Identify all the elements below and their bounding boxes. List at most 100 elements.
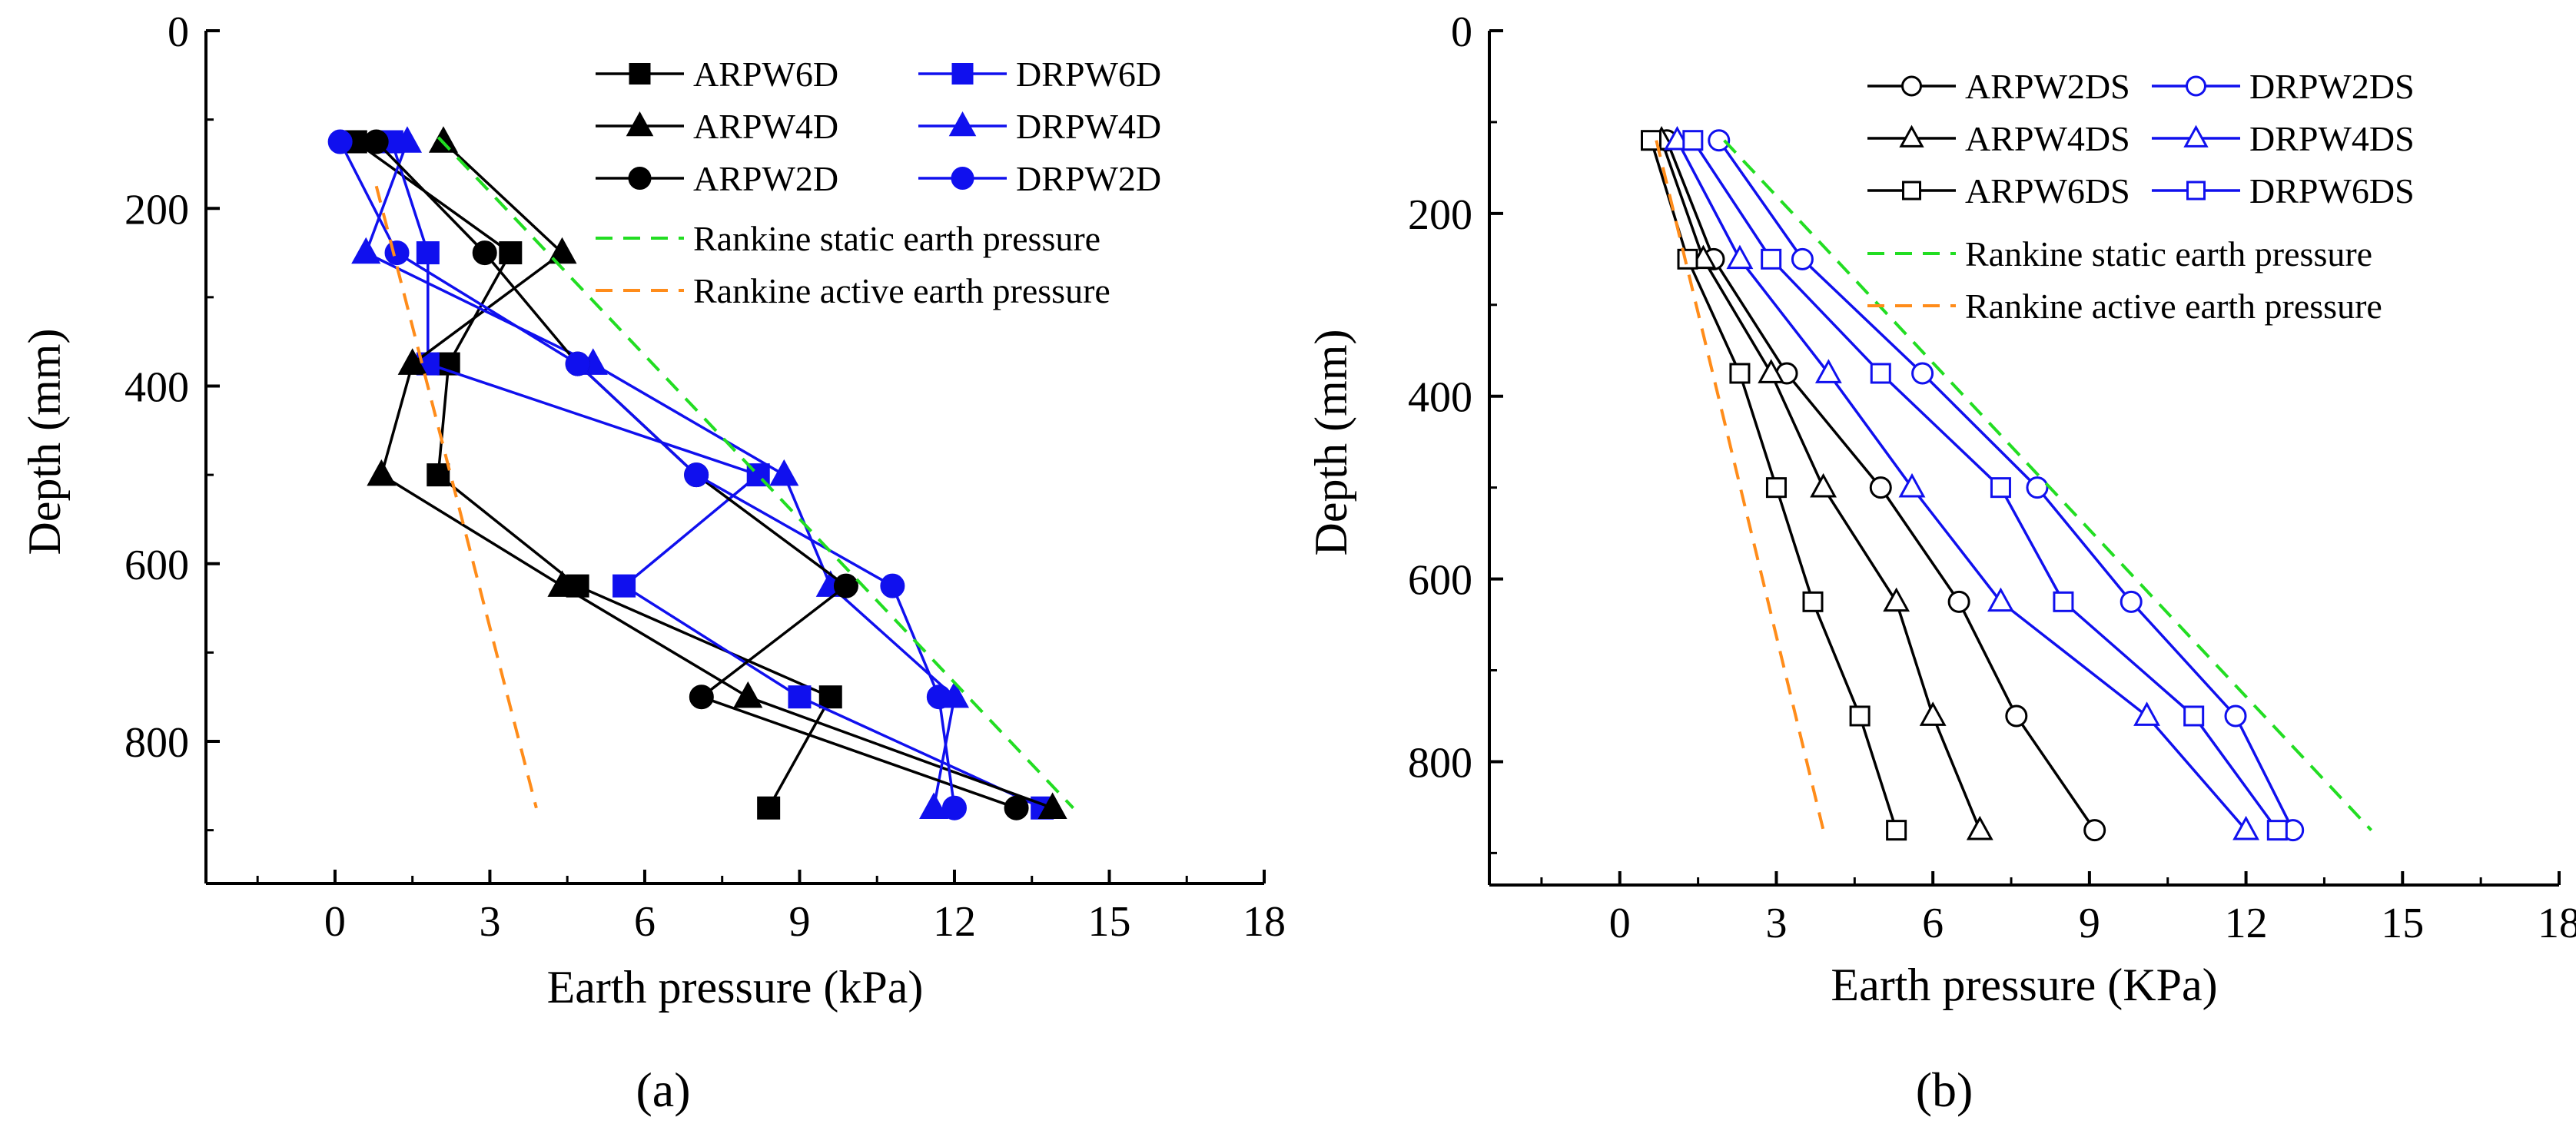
data-point: [769, 459, 799, 486]
data-point: [2266, 820, 2288, 841]
y-tick-label: 800: [124, 719, 189, 767]
x-tick-label: 18: [2538, 900, 2576, 947]
data-point: [1898, 472, 1926, 498]
legend-marker: [951, 63, 974, 85]
data-point: [689, 685, 714, 710]
data-point: [397, 348, 427, 375]
data-point: [2224, 704, 2247, 728]
x-tick-label: 15: [2381, 900, 2424, 947]
series-drpw6d: [380, 130, 1054, 820]
legend-item-drpw6d: DRPW6D: [918, 55, 1161, 94]
x-tick-label: 6: [1922, 900, 1944, 947]
data-point: [2026, 476, 2049, 499]
data-point: [818, 685, 842, 709]
legend-item-arpw6ds: ARPW6DS: [1867, 171, 2130, 210]
legend-label: DRPW2D: [1016, 159, 1161, 198]
legend-label: ARPW4DS: [1965, 119, 2130, 158]
x-axis-label: Earth pressure (KPa): [1831, 960, 2217, 1010]
x-tick-label: 3: [1765, 900, 1787, 947]
legend-item-rankine-static-earth-pressure: Rankine static earth pressure: [1867, 234, 2372, 273]
series-rankine-static-earth-pressure: [1723, 139, 2373, 831]
x-tick-label: 15: [1087, 898, 1130, 946]
data-point: [612, 574, 636, 598]
data-point: [1870, 363, 1891, 384]
data-point: [2083, 819, 2106, 842]
data-point: [1849, 705, 1871, 727]
data-point: [2120, 590, 2143, 613]
series-line: [437, 136, 1074, 810]
legend-label: Rankine static earth pressure: [693, 219, 1100, 258]
legend-label: DRPW6D: [1016, 55, 1161, 94]
series-line: [374, 185, 538, 809]
data-point: [351, 237, 381, 264]
y-tick-label: 800: [1408, 739, 1472, 787]
legend-marker: [626, 111, 654, 137]
series-arpw4d: [367, 126, 1067, 819]
legend-label: ARPW2DS: [1965, 67, 2130, 106]
legend-label: ARPW6DS: [1965, 171, 2130, 210]
data-point: [327, 129, 353, 154]
data-point: [2053, 591, 2074, 612]
data-point: [2005, 704, 2028, 728]
legend-label: Rankine active earth pressure: [693, 271, 1110, 310]
series-line: [1723, 139, 2373, 831]
legend-item-rankine-static-earth-pressure: Rankine static earth pressure: [596, 219, 1100, 258]
data-point: [1708, 129, 1731, 152]
series-drpw2ds: [1708, 129, 2305, 842]
x-tick-label: 9: [2079, 900, 2100, 947]
data-point: [941, 795, 967, 820]
legend-label: DRPW4D: [1016, 107, 1161, 146]
y-tick-label: 0: [168, 8, 189, 56]
legend-item-drpw2d: DRPW2D: [918, 159, 1161, 198]
data-point: [2133, 701, 2160, 726]
data-point: [1987, 587, 2014, 612]
data-point: [472, 240, 497, 266]
chart-panel-a: 0 3 6 9 12 15 18 0 200 400 600 800 Earth pressure (k…: [19, 8, 1286, 1117]
series-drpw6ds: [1682, 130, 2288, 841]
legend-label: Rankine static earth pressure: [1965, 234, 2372, 273]
data-point: [1966, 815, 1993, 840]
data-point: [547, 570, 577, 597]
y-tick-label: 200: [124, 186, 189, 234]
data-point: [427, 463, 450, 487]
data-point: [1911, 362, 1934, 385]
data-point: [363, 129, 389, 154]
legend-item-arpw6d: ARPW6D: [596, 55, 838, 94]
y-tick-label: 600: [1408, 557, 1472, 605]
data-point: [1886, 820, 1907, 841]
data-point: [1037, 792, 1067, 819]
data-point: [367, 459, 397, 486]
data-point: [2232, 815, 2260, 840]
legend-item-arpw4d: ARPW4D: [596, 107, 838, 146]
data-point: [2183, 705, 2205, 727]
data-point: [1677, 248, 1698, 270]
data-point: [833, 573, 858, 598]
data-point: [416, 241, 440, 265]
data-point: [547, 237, 577, 264]
legend-marker: [1899, 124, 1924, 148]
data-point: [1869, 476, 1892, 499]
y-tick-label: 0: [1451, 8, 1472, 56]
data-point: [1810, 472, 1837, 498]
legend-item-drpw4d: DRPW4D: [918, 107, 1161, 146]
series-rankine-active-earth-pressure: [374, 185, 538, 809]
x-tick-label: 6: [634, 898, 656, 946]
data-point: [499, 241, 523, 265]
series-drpw4ds: [1664, 125, 2260, 840]
data-point: [1802, 591, 1824, 612]
data-point: [1765, 477, 1787, 499]
legend-marker: [2186, 181, 2206, 201]
data-point: [1729, 363, 1751, 384]
legend: ARPW6D DRPW6D ARPW4D DRPW4D ARPW2D DRPW2D Rank…: [596, 55, 1161, 310]
data-point: [733, 681, 763, 708]
data-point: [1947, 590, 1970, 613]
series-rankine-active-earth-pressure: [1655, 140, 1825, 831]
legend-item-drpw6ds: DRPW6DS: [2152, 171, 2415, 210]
x-tick-label: 9: [788, 898, 810, 946]
data-point: [684, 462, 709, 488]
data-point: [565, 351, 590, 376]
x-tick-label: 12: [933, 898, 976, 946]
legend-marker: [951, 167, 974, 190]
data-point: [919, 792, 949, 819]
